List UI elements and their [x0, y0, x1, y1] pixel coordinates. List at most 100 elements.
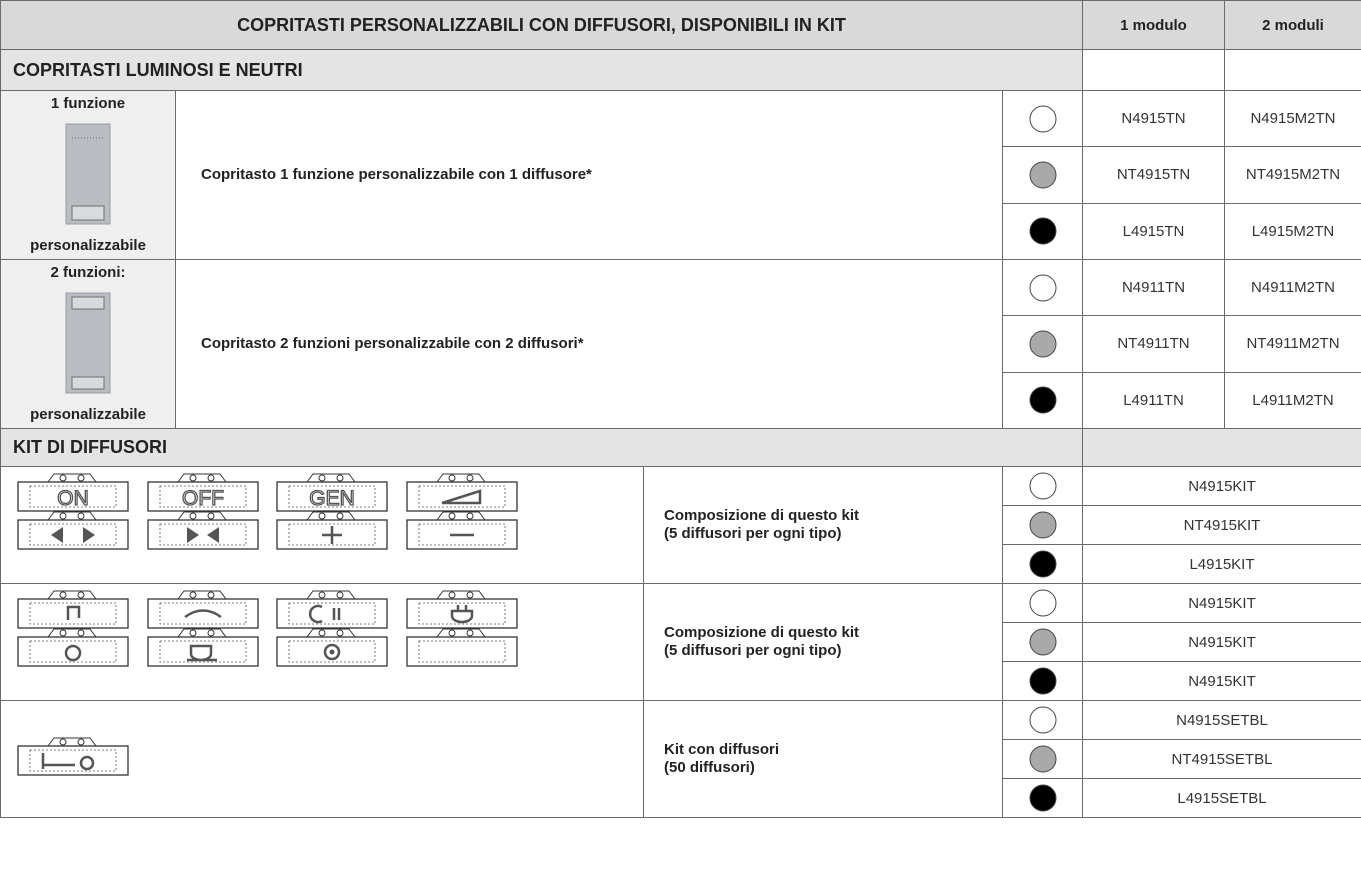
- code-cell: L4911M2TN: [1224, 371, 1361, 429]
- icon-pin: [207, 474, 215, 482]
- code: L4915M2TN: [1251, 222, 1335, 240]
- code: N4915M2TN: [1250, 110, 1336, 128]
- code-cell: NT4911TN: [1082, 315, 1225, 373]
- icon-tab: [306, 590, 356, 600]
- icon-symbol: [207, 527, 219, 543]
- color-cell: [1002, 466, 1083, 506]
- icon-pin: [336, 629, 344, 637]
- icon-tab: [47, 628, 97, 638]
- code: NT4915M2TN: [1245, 166, 1341, 184]
- kit-icons: [17, 737, 129, 776]
- group-label-top: 2 funzioni:: [50, 263, 126, 281]
- icon-tab: [436, 473, 486, 483]
- color-dot: [1029, 745, 1056, 773]
- description-line: (5 diffusori per ogni tipo): [664, 525, 842, 542]
- color-swatch: [1029, 161, 1056, 189]
- icon-symbol: [83, 527, 95, 543]
- icon-pin: [207, 591, 215, 599]
- switch-image: [65, 292, 111, 394]
- icon-body: [276, 636, 388, 667]
- icon-pin: [207, 512, 215, 520]
- icon-symbol: [51, 527, 63, 543]
- icon-frame: [418, 640, 506, 663]
- switch-window: [71, 205, 105, 221]
- icon-tab: [177, 590, 227, 600]
- code: N4915KIT: [1188, 477, 1256, 495]
- icon-body: [17, 598, 129, 629]
- diffuser-icon: [17, 590, 129, 629]
- icon-tab: [306, 511, 356, 521]
- color-swatch: [1029, 706, 1056, 734]
- color-swatch: [1029, 745, 1056, 773]
- column-header: 2 moduli: [1224, 0, 1361, 50]
- color-swatch: [1029, 511, 1056, 539]
- group-label-top: 1 funzione: [50, 95, 126, 112]
- code-cell: N4915KIT: [1082, 583, 1361, 623]
- icon-pin: [466, 474, 474, 482]
- icon-tab: [436, 511, 486, 521]
- color-dot: [1029, 589, 1056, 617]
- icon-body: [17, 745, 129, 776]
- icon-frame: [159, 523, 247, 546]
- code-cell: L4911TN: [1082, 371, 1225, 429]
- diffuser-icon: [406, 628, 518, 667]
- icon-symbol: [450, 605, 474, 624]
- icon-pin: [466, 512, 474, 520]
- icon-symbol: [308, 604, 341, 624]
- kit-description: Composizione di questo kit (5 diffusori p…: [643, 583, 1003, 701]
- icon-tab: [306, 473, 356, 483]
- kit-icons-cell: [0, 583, 644, 701]
- icon-frame: [288, 485, 376, 508]
- section-empty: [1082, 49, 1225, 91]
- color-swatch: [1029, 472, 1056, 500]
- icon-body: [147, 598, 259, 629]
- code: L4915TN: [1122, 222, 1185, 240]
- diffuser-icon: [276, 628, 388, 667]
- description-line: Composizione di questo kit: [664, 624, 860, 641]
- color-cell: [1002, 700, 1083, 740]
- icon-pin: [59, 738, 67, 746]
- color-swatch: [1029, 217, 1056, 245]
- color-dot: [1029, 511, 1056, 539]
- color-cell: [1002, 739, 1083, 779]
- code: NT4911M2TN: [1246, 335, 1340, 353]
- group-label-cell: 1 funzione personalizzabile: [0, 90, 176, 260]
- icon-frame: [418, 523, 506, 546]
- icon-pin: [318, 512, 326, 520]
- diffuser-icon: [147, 590, 259, 629]
- color-dot: [1029, 472, 1056, 500]
- diffuser-icon: [147, 628, 259, 667]
- icon-pin: [466, 591, 474, 599]
- icon-body: [276, 598, 388, 629]
- icon-label: OFF: [182, 487, 224, 510]
- icon-tab: [436, 590, 486, 600]
- code-cell: L4915KIT: [1082, 544, 1361, 584]
- diffuser-icon: [17, 628, 129, 667]
- group-label-bottom: personalizzabile: [30, 236, 146, 254]
- icon-pin: [207, 629, 215, 637]
- icon-tab: [436, 628, 486, 638]
- code-cell: N4915M2TN: [1224, 90, 1361, 148]
- color-swatch: [1029, 105, 1056, 133]
- icon-tab: [177, 511, 227, 521]
- icon-pin: [59, 474, 67, 482]
- icon-symbol: [66, 605, 81, 620]
- icon-pin: [448, 474, 456, 482]
- color-cell: [1002, 315, 1083, 373]
- icon-symbol: [329, 649, 335, 655]
- color-cell: [1002, 202, 1083, 260]
- icon-pin: [336, 512, 344, 520]
- color-dot: [1029, 330, 1056, 358]
- column-header: 1 modulo: [1082, 0, 1225, 50]
- section-label: KIT DI DIFFUSORI: [13, 437, 167, 457]
- code: N4911M2TN: [1251, 279, 1335, 297]
- icon-frame: [288, 602, 376, 625]
- icon-pin: [318, 629, 326, 637]
- icon-body: [17, 519, 129, 550]
- code-cell: NT4911M2TN: [1224, 315, 1361, 373]
- diffuser-icon: [17, 737, 129, 776]
- icon-symbol: [322, 526, 342, 544]
- code-cell: NT4915SETBL: [1082, 739, 1361, 779]
- color-swatch: [1029, 330, 1056, 358]
